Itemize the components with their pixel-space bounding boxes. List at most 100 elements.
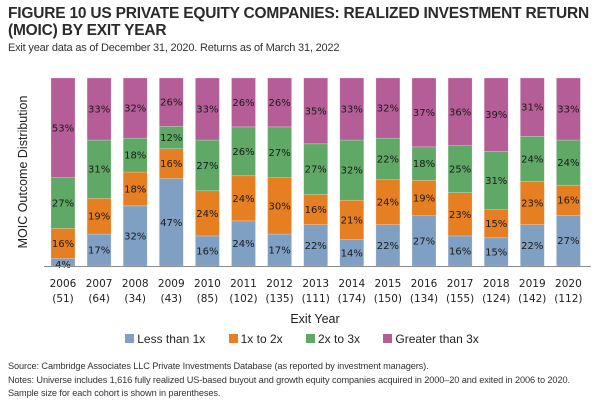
source-text: Source: Cambridge Associates LLC Private… [8,361,429,371]
data-label-2009-less-than-1x: 47% [160,218,182,229]
bar-segment-2009-less-than-1x [159,178,184,267]
bar-segment-2011-greater-than-3x [231,77,256,128]
data-label-2015-less-than-1x: 22% [377,241,399,252]
data-label-2019-less-than-1x: 22% [521,241,543,252]
x-tick-sample-size: (134) [410,293,438,305]
x-tick-year: 2017 [447,278,474,290]
bar-segment-2016-greater-than-3x [411,77,437,148]
data-label-2017-less-than-1x: 16% [449,246,471,257]
data-label-2010-less-than-1x: 16% [196,246,218,257]
bar-segment-2020-1x-to-2x [556,184,581,216]
data-label-2012-less-than-1x: 17% [268,246,290,257]
data-label-2011-less-than-1x: 24% [232,239,254,250]
data-label-2020-greater-than-3x: 33% [557,105,579,116]
bar-segment-2014-2x-to-3x [339,139,365,201]
legend-swatch [306,334,315,343]
x-tick-sample-size: (51) [52,293,74,305]
data-label-2016-1x-to-2x: 19% [413,194,435,205]
data-label-2017-greater-than-3x: 36% [449,107,471,118]
data-label-2018-1x-to-2x: 15% [485,219,507,230]
figure-subtitle: Exit year data as of December 31, 2020. … [8,42,340,54]
bar-segment-2008-greater-than-3x [122,77,148,139]
data-label-2010-greater-than-3x: 33% [196,105,218,116]
data-label-2013-less-than-1x: 22% [305,241,327,252]
data-label-2011-1x-to-2x: 24% [232,194,254,205]
data-label-2006-2x-to-3x: 27% [52,199,74,210]
legend-label: Greater than 3x [395,332,479,346]
legend-swatch [125,334,135,343]
data-label-2007-1x-to-2x: 19% [88,212,110,223]
data-label-2018-2x-to-3x: 31% [485,176,507,187]
data-label-2017-2x-to-3x: 25% [449,165,471,176]
data-label-2016-greater-than-3x: 37% [413,108,435,119]
bar-segment-2012-greater-than-3x [267,77,292,128]
data-label-2007-2x-to-3x: 31% [88,165,110,176]
bar-segment-2011-2x-to-3x [231,126,256,177]
bar-segment-2013-2x-to-3x [303,143,329,195]
x-tick-year: 2009 [158,278,185,290]
notes-text: Notes: Universe includes 1,616 fully rea… [8,374,570,399]
data-label-2018-less-than-1x: 15% [485,247,507,258]
legend-label: Less than 1x [137,332,206,346]
data-label-2008-greater-than-3x: 32% [124,104,146,115]
bar-segment-2012-2x-to-3x [267,126,292,178]
legend-item-less-than-1x: Less than 1x [125,332,205,346]
data-label-2014-less-than-1x: 14% [341,248,363,259]
bar-segment-2015-1x-to-2x [375,179,401,225]
bar-segment-2014-greater-than-3x [339,77,365,141]
bar-segment-2018-greater-than-3x [483,77,509,152]
bar-segment-2017-2x-to-3x [447,145,473,193]
legend-swatch [383,334,393,343]
bar-segment-2019-less-than-1x [519,224,545,267]
data-label-2019-2x-to-3x: 24% [521,154,543,165]
bar-segment-2013-1x-to-2x [303,194,329,225]
data-label-2008-1x-to-2x: 18% [124,184,146,195]
data-label-2011-greater-than-3x: 26% [232,98,254,109]
y-axis-title: MOIC Outcome Distribution [16,96,30,249]
x-tick-sample-size: (85) [197,293,219,305]
x-tick-sample-size: (155) [446,293,474,305]
data-label-2014-2x-to-3x: 32% [341,166,363,177]
bar-segment-2010-2x-to-3x [195,139,220,192]
figure-title: FIGURE 10 US PRIVATE EQUITY COMPANIES: R… [8,5,589,39]
x-tick-year: 2010 [194,278,221,290]
data-label-2006-greater-than-3x: 53% [52,123,74,134]
x-tick-year: 2012 [266,278,293,290]
legend-label: 1x to 2x [240,332,283,346]
data-label-2013-2x-to-3x: 27% [305,165,327,176]
data-label-2020-1x-to-2x: 16% [557,196,579,207]
bar-segment-2007-2x-to-3x [86,139,112,199]
bar-segment-2016-2x-to-3x [411,146,437,181]
x-tick-sample-size: (174) [338,293,366,305]
data-label-2015-2x-to-3x: 22% [377,154,399,165]
bar-segment-2019-2x-to-3x [519,135,545,182]
x-tick-sample-size: (112) [554,293,582,305]
bar-segment-2019-1x-to-2x [519,181,545,225]
x-tick-year: 2020 [555,278,582,290]
bar-segment-2020-greater-than-3x [556,77,581,141]
data-label-2019-greater-than-3x: 31% [521,103,543,114]
x-tick-sample-size: (135) [265,293,293,305]
bar-segment-2018-2x-to-3x [483,151,509,210]
bar-segment-2006-2x-to-3x [50,177,76,229]
bar-segment-2006-greater-than-3x [50,77,76,178]
x-tick-year: 2007 [86,278,113,290]
x-tick-sample-size: (43) [161,293,183,305]
bar-segment-2017-greater-than-3x [447,77,473,146]
data-label-2006-1x-to-2x: 16% [52,239,74,250]
legend-item-1x-to-2x: 1x to 2x [228,332,283,346]
x-tick-year: 2015 [375,278,402,290]
data-label-2013-greater-than-3x: 35% [305,106,327,117]
x-tick-year: 2006 [50,278,77,290]
data-label-2015-1x-to-2x: 24% [377,198,399,209]
data-label-2010-1x-to-2x: 24% [196,209,218,220]
x-tick-year: 2011 [230,278,257,290]
bar-segment-2010-greater-than-3x [195,77,220,141]
bar-segment-2015-2x-to-3x [375,137,401,180]
bar-segment-2015-greater-than-3x [375,77,401,139]
data-label-2020-2x-to-3x: 24% [557,158,579,169]
stacked-bar-chart: 4% 16% 27% 53% 17% 19% 31% 33% 32% 18% 18% 32% 47% 16… [16,77,591,326]
bar-segment-2007-less-than-1x [86,233,112,267]
bar-segment-2012-1x-to-2x [267,177,292,235]
legend-label: 2x to 3x [318,332,361,346]
